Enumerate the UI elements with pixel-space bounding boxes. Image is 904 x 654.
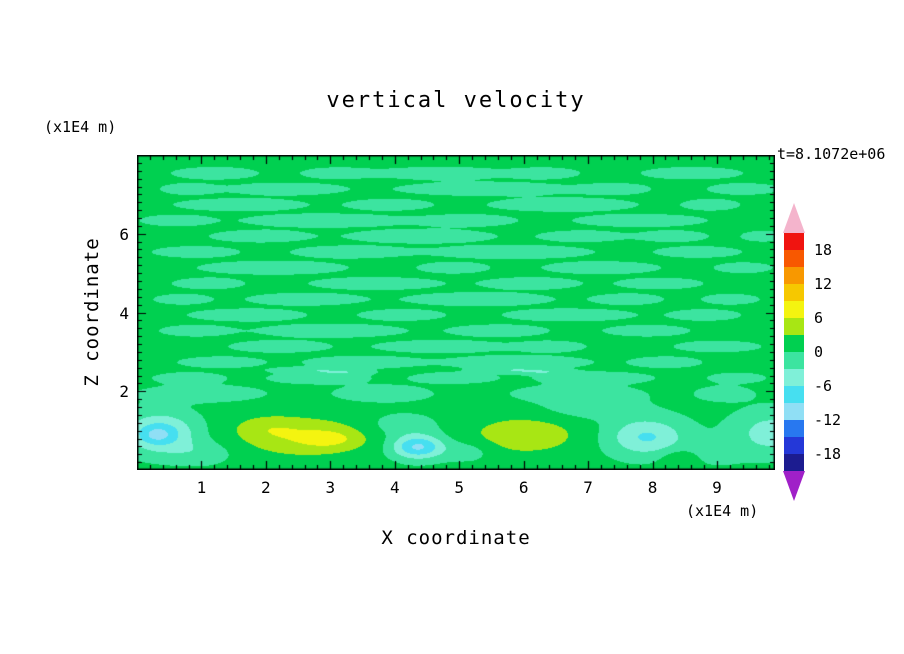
x-tick-label: 5	[454, 478, 465, 497]
colorbar-min-arrow	[783, 471, 805, 501]
colorbar-band	[784, 454, 804, 471]
colorbar-band	[784, 420, 804, 437]
colorbar-band	[784, 233, 804, 250]
colorbar-tick-label: -6	[814, 377, 832, 395]
colorbar-tick-label: 18	[814, 241, 832, 259]
y-tick-label: 2	[119, 382, 129, 402]
colorbar-band	[784, 369, 804, 386]
colorbar-band	[784, 352, 804, 369]
time-label: t=8.1072e+06	[777, 145, 886, 163]
colorbar-tick-label: 12	[814, 275, 832, 293]
x-tick-label: 2	[261, 478, 271, 497]
colorbar-band	[784, 267, 804, 284]
colorbar-band	[784, 403, 804, 420]
colorbar-tick-label: -12	[814, 411, 841, 429]
colorbar-tick-label: 0	[814, 343, 823, 361]
x-tick-label: 7	[583, 478, 593, 497]
colorbar-band	[784, 284, 804, 301]
colorbar-band	[784, 250, 804, 267]
colorbar-band	[784, 386, 804, 403]
z-units-label: (x1E4 m)	[44, 118, 117, 136]
plot-title: vertical velocity	[326, 88, 586, 113]
y-tick-label: 4	[119, 303, 129, 323]
x-tick-label: 1	[196, 478, 207, 497]
plot-canvas	[137, 155, 775, 470]
colorbar-tick-label: 6	[814, 309, 823, 327]
x-tick-label: 9	[712, 478, 722, 497]
colorbar-band	[784, 318, 804, 335]
x-tick-label: 6	[518, 478, 529, 497]
colorbar-max-arrow	[783, 203, 805, 233]
x-axis-title: X coordinate	[381, 527, 531, 549]
x-tick-label: 3	[325, 478, 336, 497]
colorbar-band	[784, 301, 804, 318]
y-tick-label: 6	[119, 224, 129, 244]
colorbar-band	[784, 437, 804, 454]
x-tick-label: 8	[647, 478, 658, 497]
x-units-label: (x1E4 m)	[686, 502, 759, 520]
colorbar-band	[784, 335, 804, 352]
x-tick-label: 4	[389, 478, 400, 497]
colorbar-tick-label: -18	[814, 445, 841, 463]
colorbar: 18 12 6 0 -6 -12 -18	[783, 203, 841, 501]
